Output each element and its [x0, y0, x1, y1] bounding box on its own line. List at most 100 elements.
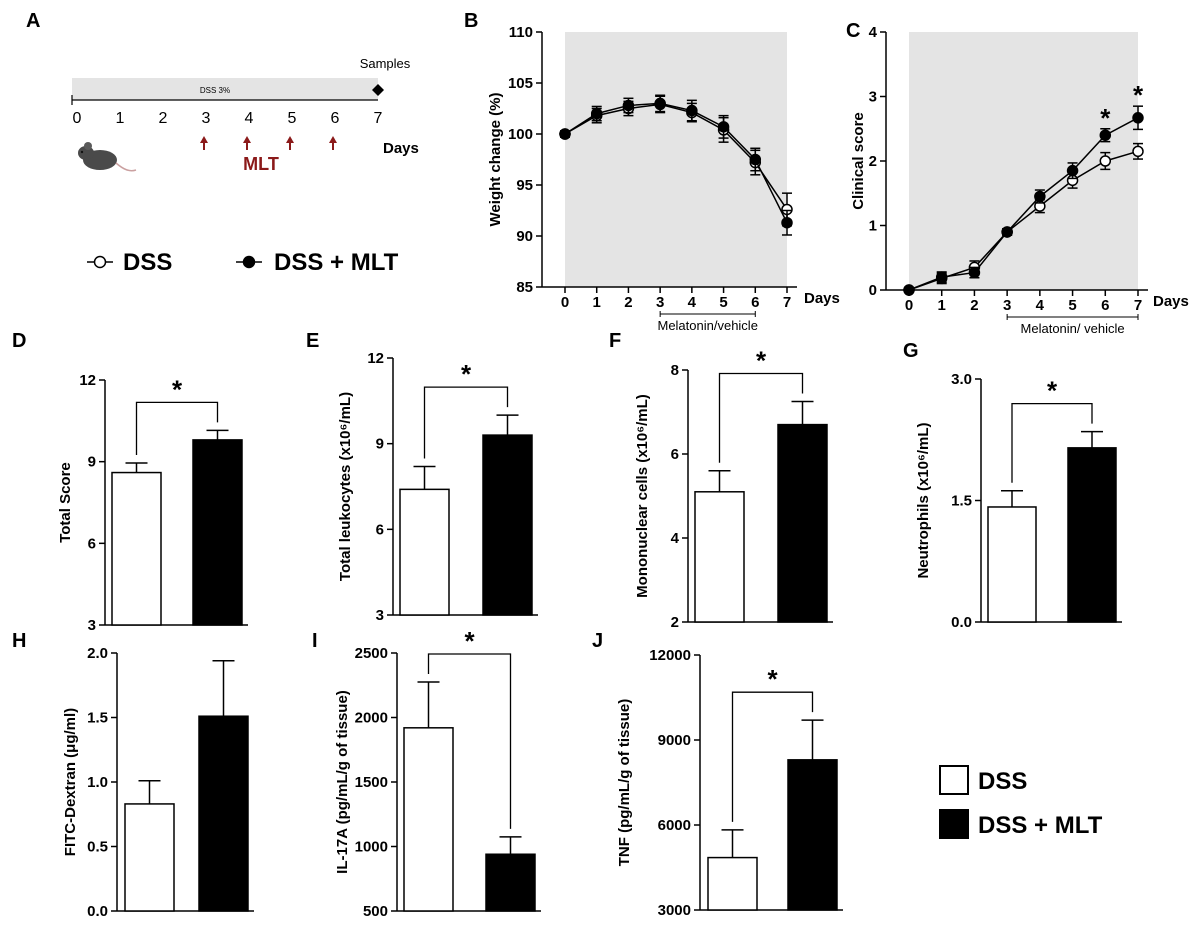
mouse-icon — [78, 142, 137, 172]
x-tick-label: 4 — [1036, 297, 1045, 314]
data-point-dss_mlt — [968, 266, 981, 279]
x-tick-label: 0 — [905, 297, 913, 314]
data-point-dss_mlt — [717, 121, 730, 133]
chart-h-fitc-dextran: H 0.0 0.5 1.0 1.5 2.0 FITC-Dextran (μg/ml) — [12, 630, 254, 920]
panel-label: F — [609, 330, 621, 352]
y-tick-label: 500 — [363, 903, 388, 920]
panel-label: J — [592, 630, 603, 652]
timeline-ticks: 0 1 2 3 4 5 6 7 — [71, 95, 383, 127]
chart-d-total-score: D 3 6 9 12 Total Score * — [12, 330, 248, 634]
y-tick-label: 1 — [869, 218, 877, 235]
data-point-dss — [1099, 155, 1112, 167]
panel-label: C — [846, 20, 860, 42]
significance-star: * — [1047, 376, 1058, 406]
legend-bottom-dss-swatch — [939, 765, 969, 795]
panel-label: I — [312, 630, 318, 652]
y-tick-label: 6000 — [658, 817, 691, 834]
days-label-b: Days — [804, 290, 840, 307]
significance-star: * — [461, 359, 472, 389]
treatment-label: MLT — [243, 154, 279, 174]
y-tick-label: 2.0 — [87, 645, 108, 662]
panel-label: B — [464, 10, 478, 32]
bar-dss — [111, 471, 162, 626]
data-point-dss_mlt — [590, 107, 603, 120]
y-tick-label: 105 — [508, 75, 533, 92]
y-tick-label: 9000 — [658, 732, 691, 749]
chart-j-tnf: J 3000 6000 9000 12000 TNF (pg/mL/g of tissue… — [592, 630, 843, 919]
legend-top-dss-mlt-label: DSS + MLT — [274, 249, 399, 276]
bar-dss — [987, 506, 1037, 623]
y-tick-label: 12 — [367, 350, 384, 367]
y-axis-label: Clinical score — [850, 112, 867, 210]
x-tick-label: 7 — [1134, 297, 1142, 314]
timeline-tick-label: 0 — [73, 110, 82, 127]
data-point-dss — [1132, 145, 1144, 158]
timeline-days-label: Days — [383, 140, 419, 157]
treatment-arrow-head-icon — [329, 136, 337, 143]
significance-star: * — [172, 374, 183, 404]
bar-dss — [124, 803, 175, 912]
samples-marker-icon — [372, 84, 384, 96]
x-tick-label: 3 — [1003, 297, 1011, 314]
significance-star: * — [1100, 103, 1111, 133]
significance-star: * — [1133, 80, 1144, 110]
significance-bracket — [1011, 402, 1093, 483]
bar-dss_mlt — [482, 434, 533, 616]
timeline-tick-label: 6 — [331, 110, 340, 127]
panel-label: H — [12, 630, 26, 652]
y-tick-label: 1.0 — [87, 774, 108, 791]
timeline-tick-label: 3 — [202, 110, 211, 127]
x-tick-label: 7 — [783, 294, 791, 311]
treatment-bracket-label: Melatonin/vehicle — [657, 318, 757, 333]
y-tick-label: 9 — [376, 436, 384, 453]
x-tick-label: 5 — [719, 294, 727, 311]
data-point-dss_mlt — [935, 271, 948, 283]
y-tick-label: 12000 — [649, 647, 691, 664]
y-tick-label: 2 — [671, 614, 679, 631]
treatment-bracket-label: Melatonin/ vehicle — [1021, 321, 1125, 336]
timeline-tick-label: 5 — [288, 110, 297, 127]
x-tick-label: 1 — [938, 297, 946, 314]
significance-star: * — [756, 346, 767, 376]
significance-bracket — [731, 691, 814, 822]
y-tick-label: 6 — [376, 521, 384, 538]
y-tick-label: 2000 — [355, 710, 388, 727]
data-point-dss_mlt — [903, 284, 915, 296]
chart-i-il17a: I 500 1000 1500 2000 2500 IL-17A (pg/mL/g of t… — [312, 626, 541, 920]
treatment-arrows — [200, 136, 337, 150]
panel-label: D — [12, 330, 26, 352]
legend-top-dss-label: DSS — [123, 249, 172, 276]
y-tick-label: 4 — [671, 530, 680, 547]
y-tick-label: 6 — [88, 535, 96, 552]
bar-dss_mlt — [485, 853, 536, 912]
y-axis-label: Total Score — [57, 462, 74, 543]
treatment-arrow-head-icon — [243, 136, 251, 143]
y-axis-label: IL-17A (pg/mL/g of tissue) — [334, 690, 351, 874]
y-tick-label: 0 — [869, 282, 877, 299]
timeline-tick-label: 7 — [374, 110, 383, 127]
bar-dss_mlt — [787, 759, 838, 911]
data-point-dss_mlt — [1132, 112, 1144, 124]
x-tick-label: 0 — [561, 294, 569, 311]
x-tick-label: 2 — [624, 294, 632, 311]
y-axis-label: Neutrophils (x10⁶/mL) — [915, 422, 932, 578]
chart-c-clinical-score: C 0 1 2 3 4 0 1 2 3 4 5 6 7 Days Clinical score Melatoni… — [846, 20, 1189, 336]
x-tick-label: 4 — [688, 294, 697, 311]
y-tick-label: 110 — [509, 24, 533, 41]
treatment-arrow-head-icon — [286, 136, 294, 143]
y-tick-label: 2500 — [355, 645, 388, 662]
timeline-tick-label: 4 — [245, 110, 254, 127]
significance-star: * — [464, 626, 475, 656]
y-tick-label: 4 — [869, 24, 878, 41]
timeline-tick-label: 1 — [116, 110, 125, 127]
panel-label: G — [903, 340, 919, 362]
data-point-dss_mlt — [781, 216, 793, 229]
y-tick-label: 0.5 — [87, 839, 108, 856]
significance-bracket — [423, 386, 509, 459]
legend-top: DSS DSS + MLT — [87, 249, 399, 276]
data-point-dss_mlt — [686, 104, 698, 117]
timeline-tick-label: 2 — [159, 110, 168, 127]
data-point-dss_mlt — [1034, 190, 1046, 203]
y-tick-label: 90 — [516, 228, 533, 245]
